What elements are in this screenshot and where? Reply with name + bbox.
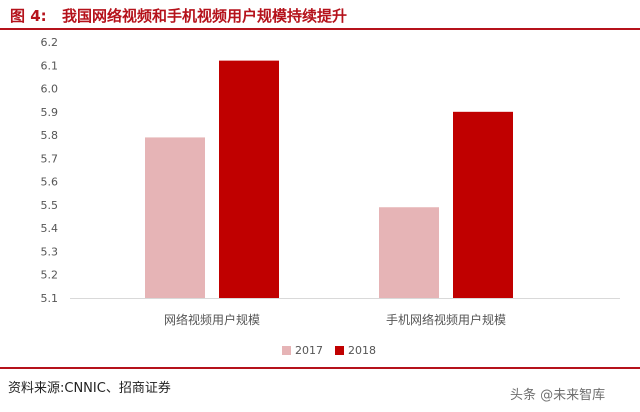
bar-2017-1 bbox=[379, 207, 439, 298]
y-tick-label: 5.4 bbox=[41, 222, 59, 235]
y-tick-label: 5.1 bbox=[41, 292, 59, 305]
header-rule bbox=[0, 28, 640, 30]
figure-header: 图 4: 我国网络视频和手机视频用户规模持续提升 bbox=[0, 0, 640, 30]
x-category-label: 网络视频用户规模 bbox=[164, 312, 260, 327]
y-tick-label: 6.1 bbox=[41, 59, 59, 72]
legend-swatch-2017 bbox=[282, 346, 291, 355]
bar-2017-0 bbox=[145, 137, 205, 298]
figure-label: 图 4: bbox=[10, 7, 47, 25]
legend-swatch-2018 bbox=[335, 346, 344, 355]
figure-title: 我国网络视频和手机视频用户规模持续提升 bbox=[62, 7, 348, 25]
y-tick-label: 5.8 bbox=[41, 129, 59, 142]
y-tick-label: 5.7 bbox=[41, 152, 59, 165]
bar-chart: 5.1 5.2 5.3 5.4 5.5 5.6 5.7 5.8 5.9 6.0 6.1 6.2 网络视频… bbox=[41, 36, 620, 327]
y-tick-label: 5.6 bbox=[41, 176, 59, 189]
y-tick-label: 5.5 bbox=[41, 199, 59, 212]
y-tick-label: 6.2 bbox=[41, 36, 59, 49]
bar-2018-1 bbox=[453, 111, 513, 299]
legend-label-2017: 2017 bbox=[295, 344, 323, 357]
chart-legend: 2017 2018 bbox=[282, 344, 382, 357]
y-tick-label: 6.0 bbox=[41, 83, 59, 96]
x-category-label: 手机网络视频用户规模 bbox=[386, 312, 506, 327]
y-tick-label: 5.3 bbox=[41, 245, 59, 258]
footer-rule bbox=[0, 367, 640, 369]
y-tick-label: 5.9 bbox=[41, 106, 59, 119]
legend-item-2017: 2017 bbox=[282, 344, 323, 357]
source-note: 资料来源:CNNIC、招商证券 bbox=[8, 381, 171, 396]
bar-2018-0 bbox=[219, 60, 279, 298]
y-tick-label: 5.2 bbox=[41, 269, 59, 282]
legend-item-2018: 2018 bbox=[335, 344, 376, 357]
watermark: 头条 @未来智库 bbox=[510, 388, 606, 403]
legend-label-2018: 2018 bbox=[348, 344, 376, 357]
